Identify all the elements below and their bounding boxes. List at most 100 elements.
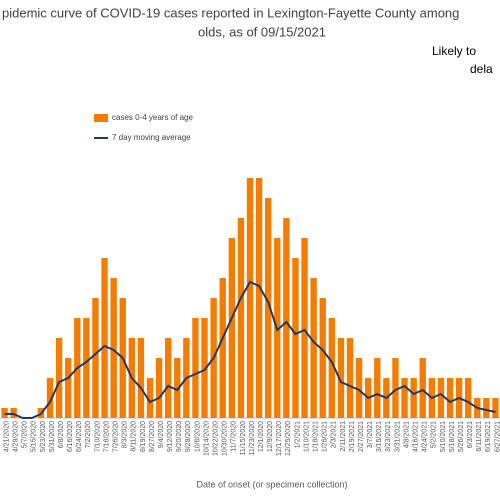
x-tick-label: 4/24/2021 xyxy=(422,421,429,452)
bar xyxy=(310,278,317,418)
x-tick-label: 10/22/2020 xyxy=(212,421,219,456)
bar xyxy=(255,178,263,418)
x-tick-label: 3/15/2021 xyxy=(376,421,383,452)
chart-title: pidemic curve of COVID-19 cases reported… xyxy=(2,5,459,20)
x-tick-label: 2/19/2021 xyxy=(349,421,356,452)
x-tick-label: 6/3/2021 xyxy=(467,421,474,448)
x-tick-label: 8/27/2020 xyxy=(149,421,156,452)
x-tick-label: 5/31/2020 xyxy=(49,421,56,452)
x-tick-label: 7/18/2020 xyxy=(103,421,110,452)
x-tick-label: 8/19/2020 xyxy=(140,421,147,452)
x-axis-title: Date of onset (or specimen collection) xyxy=(196,479,347,489)
bar xyxy=(292,258,299,418)
bar xyxy=(228,238,235,418)
x-tick-label: 12/25/2020 xyxy=(285,421,292,456)
x-tick-label: 3/31/2021 xyxy=(394,421,401,452)
bar xyxy=(346,338,354,418)
bar xyxy=(410,378,417,418)
x-tick-label: 5/23/2020 xyxy=(40,421,47,452)
x-tick-label: 6/27/2021 xyxy=(494,421,500,452)
bar xyxy=(201,318,208,418)
bar xyxy=(337,338,345,418)
legend-label: 7 day moving average xyxy=(112,133,191,142)
bar xyxy=(437,378,445,418)
x-tick-label: 12/17/2020 xyxy=(276,421,283,456)
x-tick-label: 9/12/2020 xyxy=(167,421,174,452)
moving-average-line xyxy=(4,280,496,419)
bar xyxy=(265,198,272,418)
x-tick-label: 4/16/2021 xyxy=(412,421,419,452)
bar xyxy=(219,278,226,418)
bar xyxy=(55,338,63,418)
x-tick-label: 6/24/2020 xyxy=(76,421,83,452)
x-tick-label: 5/26/2021 xyxy=(458,421,465,452)
x-tick-label: 5/18/2021 xyxy=(449,421,456,452)
x-tick-label: 6/11/2021 xyxy=(476,421,483,452)
bar xyxy=(328,318,335,418)
x-tick-label: 7/26/2020 xyxy=(112,421,119,452)
bar xyxy=(483,398,490,418)
legend-label: cases 0-4 years of age xyxy=(112,113,193,122)
x-tick-label: 1/26/2021 xyxy=(322,421,329,452)
bar xyxy=(465,378,472,418)
x-tick-label: 5/15/2020 xyxy=(31,421,38,452)
bar xyxy=(237,218,245,418)
bar xyxy=(419,358,426,418)
x-tick-label: 9/4/2020 xyxy=(158,421,165,448)
x-tick-label: 12/9/2020 xyxy=(267,421,274,452)
x-tick-label: 6/8/2020 xyxy=(58,421,65,448)
x-tick-label: 6/19/2021 xyxy=(485,421,492,452)
bar xyxy=(83,318,90,418)
annotation: dela xyxy=(470,62,493,76)
x-tick-label: 3/23/2021 xyxy=(385,421,392,452)
x-tick-label: 10/6/2020 xyxy=(194,421,201,452)
bar xyxy=(355,358,363,418)
x-tick-label: 1/10/2021 xyxy=(303,421,310,452)
bar xyxy=(374,358,381,418)
bar xyxy=(492,398,499,418)
bar xyxy=(174,358,181,418)
x-tick-label: 11/15/2020 xyxy=(240,421,247,456)
x-tick-label: 5/10/2021 xyxy=(440,421,447,452)
legend-swatch xyxy=(94,114,108,122)
bar xyxy=(319,298,326,418)
x-tick-label: 7/2/2020 xyxy=(85,421,92,448)
bar xyxy=(137,338,145,418)
x-tick-label: 10/30/2020 xyxy=(222,421,229,456)
x-tick-label: 2/11/2021 xyxy=(340,421,347,452)
x-tick-label: 1/2/2021 xyxy=(294,421,301,448)
x-tick-label: 10/14/2020 xyxy=(203,421,210,456)
x-tick-label: 5/7/2020 xyxy=(22,421,29,448)
bar xyxy=(46,378,54,418)
x-tick-label: 2/27/2021 xyxy=(358,421,365,452)
x-tick-label: 8/11/2020 xyxy=(131,421,138,452)
x-tick-label: 3/7/2021 xyxy=(367,421,374,448)
x-tick-label: 11/7/2020 xyxy=(231,421,238,452)
bar xyxy=(155,358,163,418)
bar xyxy=(65,358,72,418)
x-tick-label: 12/1/2020 xyxy=(258,421,265,452)
annotation: Likely to xyxy=(432,44,476,58)
x-tick-label: 7/10/2020 xyxy=(94,421,101,452)
bar xyxy=(110,278,117,418)
bar xyxy=(446,378,454,418)
bar xyxy=(92,298,99,418)
x-tick-label: 6/16/2020 xyxy=(67,421,74,452)
bar xyxy=(283,218,290,418)
x-tick-label: 1/18/2021 xyxy=(312,421,319,452)
bar xyxy=(101,258,108,418)
x-tick-label: 2/3/2021 xyxy=(331,421,338,448)
bar xyxy=(301,238,308,418)
bar xyxy=(192,318,199,418)
bar xyxy=(401,378,408,418)
x-tick-label: 11/23/2020 xyxy=(249,421,256,456)
x-tick-label: 9/28/2020 xyxy=(185,421,192,452)
x-tick-label: 4/8/2021 xyxy=(403,421,410,448)
bar xyxy=(146,378,154,418)
chart-title: olds, as of 09/15/2021 xyxy=(198,24,326,39)
x-tick-label: 8/3/2020 xyxy=(122,421,129,448)
x-tick-label: 9/20/2020 xyxy=(176,421,183,452)
x-tick-label: 4/29/2020 xyxy=(12,421,19,452)
